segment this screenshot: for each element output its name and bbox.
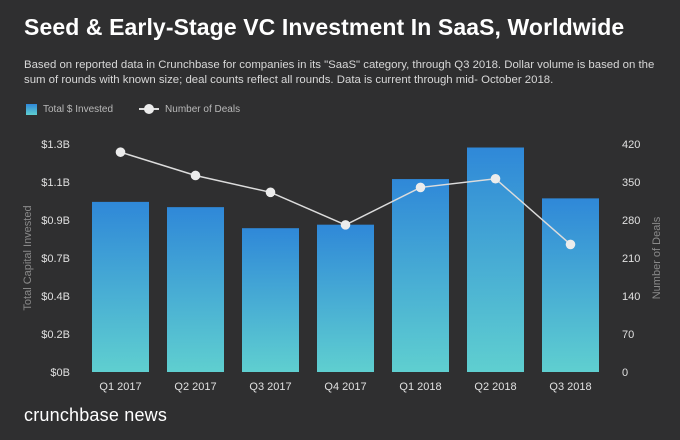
chart-legend: Total $ Invested Number of Deals bbox=[26, 103, 266, 115]
y2-tick-label: 280 bbox=[622, 215, 640, 227]
crunchbase-news-logo: crunchbase news bbox=[24, 405, 168, 425]
bar-q1-2017 bbox=[92, 201, 149, 372]
y-tick-label: $1.3B bbox=[41, 139, 70, 151]
deals-point bbox=[115, 147, 126, 157]
bar-q2-2018 bbox=[467, 147, 524, 372]
y2-tick-label: 0 bbox=[622, 367, 628, 379]
y-tick-label: $0B bbox=[50, 367, 70, 379]
deals-point bbox=[190, 170, 201, 181]
legend-label-invested: Total $ Invested bbox=[43, 103, 114, 115]
bar-q1-2018 bbox=[392, 179, 449, 372]
bar-swatch-icon bbox=[26, 103, 37, 115]
legend-label-deals: Number of Deals bbox=[165, 103, 241, 115]
y2-tick-label: 140 bbox=[622, 291, 640, 303]
x-tick-label: Q3 2018 bbox=[549, 381, 591, 393]
y-tick-label: $1.1B bbox=[41, 177, 70, 189]
chart-title: Seed & Early-Stage VC Investment In SaaS… bbox=[24, 14, 625, 40]
legend-item-deals: Number of Deals bbox=[139, 103, 240, 115]
y-tick-label: $0.7B bbox=[41, 253, 70, 265]
x-tick-label: Q4 2017 bbox=[324, 381, 366, 393]
deals-point bbox=[415, 182, 426, 193]
y2-tick-label: 70 bbox=[622, 329, 634, 341]
y-tick-label: $0.9B bbox=[41, 215, 70, 227]
y-tick-label: $0.4B bbox=[41, 291, 70, 303]
x-tick-label: Q3 2017 bbox=[249, 381, 291, 393]
deals-point bbox=[265, 187, 276, 198]
y-axis-label: Total Capital Invested bbox=[22, 205, 34, 310]
bar-q3-2017 bbox=[242, 228, 299, 372]
y2-tick-label: 210 bbox=[622, 253, 640, 265]
y2-tick-label: 350 bbox=[622, 177, 640, 189]
deals-point bbox=[490, 173, 501, 184]
line-marker-icon bbox=[139, 103, 160, 115]
chart-subtitle: Based on reported data in Crunchbase for… bbox=[24, 59, 655, 86]
bar-q3-2018 bbox=[542, 198, 599, 372]
y2-tick-label: 420 bbox=[622, 139, 640, 151]
x-tick-label: Q1 2017 bbox=[99, 381, 141, 393]
y-tick-label: $0.2B bbox=[41, 329, 70, 341]
deals-point bbox=[565, 239, 576, 250]
bar-q2-2017 bbox=[167, 207, 224, 372]
y2-axis-label: Number of Deals bbox=[651, 216, 663, 299]
x-tick-label: Q2 2018 bbox=[474, 381, 516, 393]
deals-point bbox=[340, 220, 351, 230]
x-tick-label: Q2 2017 bbox=[174, 381, 216, 393]
bar-q4-2017 bbox=[317, 224, 374, 372]
x-tick-label: Q1 2018 bbox=[399, 381, 441, 393]
legend-item-invested: Total $ Invested bbox=[26, 103, 114, 115]
